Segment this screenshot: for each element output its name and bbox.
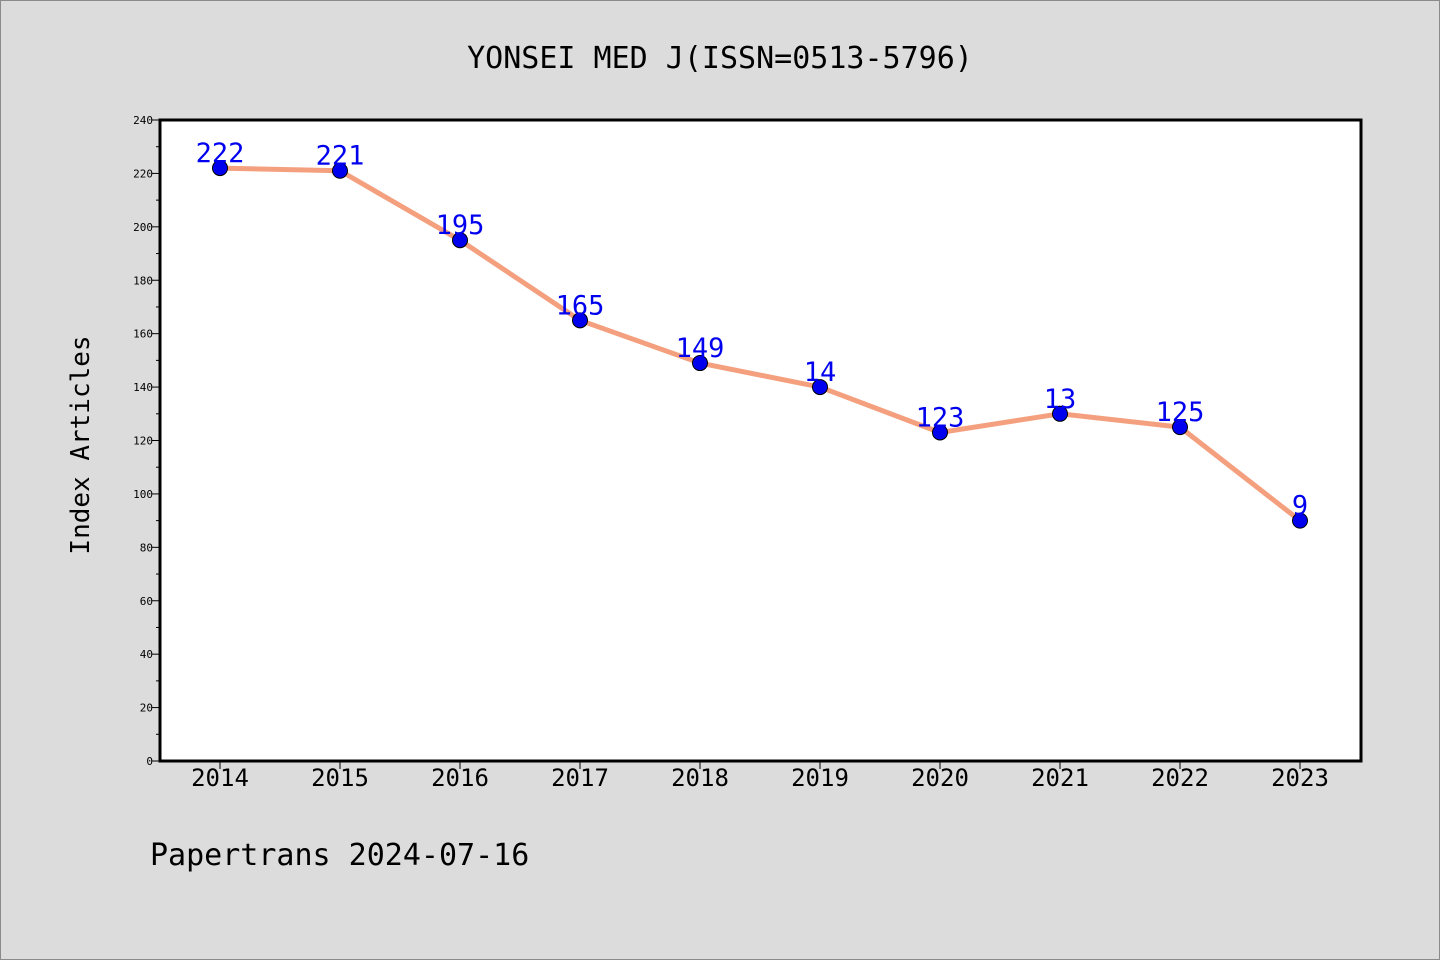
data-point: [572, 312, 588, 329]
y-tick-label: 220: [133, 167, 153, 180]
data-point: [932, 424, 948, 441]
y-tick-label: 0: [146, 755, 153, 768]
y-tick-label: 100: [133, 488, 153, 501]
data-label: 125: [1156, 397, 1205, 428]
series-line: [217, 165, 1303, 524]
y-tick-label: 20: [140, 702, 153, 715]
footer-text: Papertrans 2024-07-16: [150, 838, 529, 873]
x-tick-label: 2022: [1151, 764, 1209, 792]
data-label: 13: [1044, 384, 1077, 415]
x-axis: 2014 2015 2016 2017 2018 2019 2020 2021 2022 2023: [191, 761, 1329, 792]
data-series: 222 221 195 165 149 14 123 13 125 9: [196, 138, 1308, 529]
y-tick-label: 60: [140, 595, 153, 608]
data-label: 222: [196, 138, 245, 169]
y-tick-label: 200: [133, 221, 153, 234]
data-point: [1172, 419, 1188, 436]
x-tick-label: 2019: [791, 764, 849, 792]
data-point: [692, 355, 708, 372]
data-label: 195: [436, 210, 485, 241]
x-tick-label: 2020: [911, 764, 969, 792]
y-tick-label: 80: [140, 541, 153, 554]
y-tick-label: 240: [133, 114, 153, 127]
data-point: [212, 160, 228, 177]
data-point: [812, 379, 828, 396]
data-point: [452, 232, 468, 249]
data-label: 149: [676, 333, 725, 364]
data-label: 9: [1292, 491, 1308, 522]
plot-area: [158, 118, 1363, 763]
y-tick-label: 140: [133, 381, 153, 394]
y-axis-label: Index Articles: [66, 335, 96, 554]
y-axis: 0 20 40 60 80 100 120 140 160 180 200 220 240: [133, 114, 160, 768]
x-tick-label: 2023: [1271, 764, 1329, 792]
x-tick-label: 2017: [551, 764, 609, 792]
data-point: [1052, 405, 1068, 422]
x-tick-label: 2015: [311, 764, 369, 792]
x-tick-label: 2021: [1031, 764, 1089, 792]
data-label: 123: [916, 402, 965, 433]
y-tick-label: 180: [133, 274, 153, 287]
x-tick-label: 2014: [191, 764, 249, 792]
data-point: [1292, 512, 1308, 529]
y-tick-label: 120: [133, 435, 153, 448]
y-tick-label: 160: [133, 328, 153, 341]
data-label: 165: [556, 290, 605, 321]
y-tick-label: 40: [140, 648, 153, 661]
x-tick-label: 2016: [431, 764, 489, 792]
data-point: [332, 162, 348, 179]
x-tick-label: 2018: [671, 764, 729, 792]
data-label: 221: [316, 141, 365, 172]
data-label: 14: [804, 357, 837, 388]
chart-title: YONSEI MED J(ISSN=0513-5796): [467, 41, 973, 76]
